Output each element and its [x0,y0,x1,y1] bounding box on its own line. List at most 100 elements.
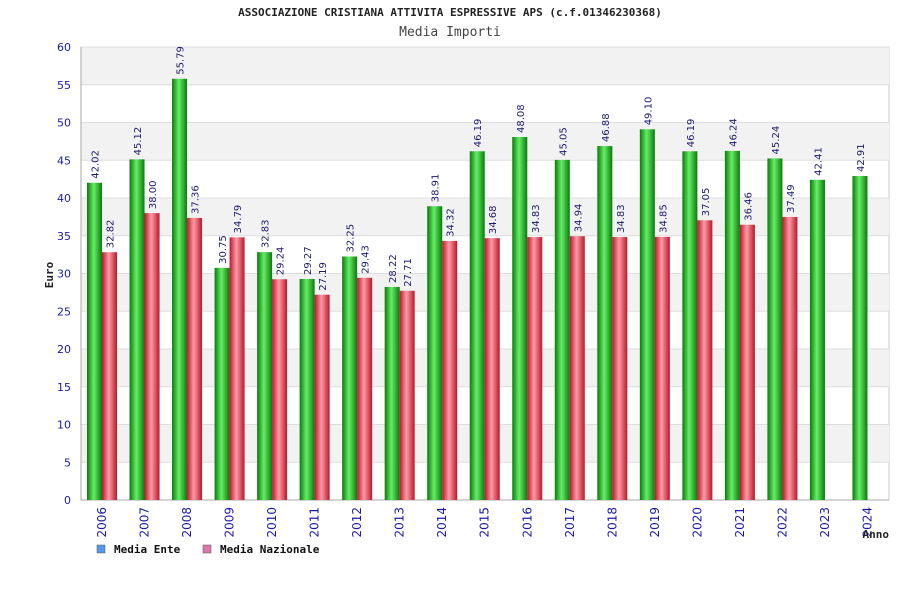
y-tick-label: 55 [57,79,71,92]
bar-ente-2011 [299,279,315,500]
value-label: 36.46 [743,192,754,221]
bar-nazionale-2012 [357,277,373,500]
y-tick-label: 15 [57,381,71,394]
bar-ente-2015 [469,151,485,500]
chart-subtitle: Media Importi [399,25,501,40]
bar-ente-2009 [214,267,230,500]
y-tick-label: 5 [64,456,71,469]
bar-ente-2012 [342,256,358,500]
bar-ente-2014 [427,206,443,501]
y-tick-label: 20 [57,343,71,356]
bar-ente-2023 [809,179,825,500]
value-label: 32.83 [261,219,272,248]
value-label: 46.88 [601,113,612,142]
y-tick-label: 30 [57,268,71,281]
value-label: 45.24 [771,126,782,155]
value-label: 34.32 [446,208,457,237]
x-axis-label: Anno [863,528,890,541]
x-tick-label: 2020 [690,507,704,538]
value-label: 37.49 [786,184,797,213]
x-tick-label: 2006 [95,507,109,538]
x-tick-label: 2008 [180,507,194,538]
value-label: 29.27 [303,246,314,275]
bar-ente-2018 [597,146,613,500]
value-label: 45.12 [133,127,144,156]
bar-nazionale-2018 [612,237,628,500]
value-label: 29.43 [361,245,372,274]
x-tick-label: 2022 [775,507,789,538]
value-label: 42.41 [813,147,824,176]
bar-ente-2007 [129,159,145,500]
value-label: 37.36 [191,185,202,214]
y-tick-label: 10 [57,419,71,432]
value-labels: 42.02 32.82 45.12 38.00 55.79 37.36 30.75 34.79… [91,46,867,291]
x-axis-ticks: 2006 2007 2008 2009 2010 2011 2012 2013 2014 2015… [95,507,874,538]
bar-nazionale-2013 [399,290,415,500]
bar-nazionale-2021 [739,224,755,501]
value-label: 34.83 [616,204,627,233]
y-axis-label: Euro [43,261,56,288]
y-tick-label: 60 [57,41,71,54]
value-label: 49.10 [643,97,654,126]
y-tick-label: 50 [57,117,71,130]
bar-ente-2020 [682,151,698,500]
value-label: 38.00 [148,180,159,209]
x-tick-label: 2007 [138,507,152,538]
x-tick-label: 2016 [520,507,534,538]
value-label: 32.25 [346,224,357,253]
x-tick-label: 2023 [818,507,832,538]
value-label: 42.91 [856,143,867,172]
bar-nazionale-2016 [527,237,543,500]
value-label: 46.24 [728,118,739,147]
bar-nazionale-2007 [144,213,160,500]
value-label: 27.71 [403,258,414,287]
bar-nazionale-2011 [314,294,330,500]
value-label: 34.79 [233,205,244,234]
bar-ente-2021 [724,150,740,500]
y-tick-label: 25 [57,305,71,318]
bar-ente-2006 [87,182,102,500]
value-label: 34.83 [531,204,542,233]
bar-nazionale-2019 [654,236,670,500]
value-label: 38.91 [431,174,442,203]
x-tick-label: 2015 [478,507,492,538]
bar-nazionale-2017 [569,236,585,500]
value-label: 46.19 [473,119,484,148]
value-label: 45.05 [558,127,569,156]
chart-title: ASSOCIAZIONE CRISTIANA ATTIVITA ESPRESSI… [238,6,662,19]
bar-ente-2024 [852,176,868,501]
y-tick-label: 40 [57,192,71,205]
bar-ente-2017 [554,159,570,500]
y-axis-ticks: 0 5 10 15 20 25 30 35 40 45 50 55 60 [57,41,71,507]
x-tick-label: 2009 [223,507,237,538]
x-tick-label: 2011 [308,507,322,538]
bar-nazionale-2008 [187,217,203,500]
bar-ente-2010 [257,252,273,500]
legend-swatch [202,544,212,554]
legend-label: Media Nazionale [220,543,320,556]
x-tick-label: 2018 [605,507,619,538]
bar-nazionale-2015 [484,238,500,500]
value-label: 55.79 [176,46,187,75]
grid-band [81,47,889,85]
value-label: 48.08 [516,104,527,133]
y-tick-label: 35 [57,230,71,243]
x-tick-label: 2021 [733,507,747,538]
value-label: 37.05 [701,188,712,217]
value-label: 34.94 [573,204,584,233]
value-label: 34.85 [658,204,669,233]
value-label: 30.75 [218,235,229,264]
bar-ente-2016 [512,136,528,500]
bar-nazionale-2014 [442,240,458,500]
grid-band [81,122,889,161]
x-tick-label: 2017 [563,507,577,538]
x-tick-label: 2013 [393,507,407,538]
x-tick-label: 2024 [860,507,874,538]
value-label: 28.22 [388,254,399,283]
x-tick-label: 2014 [435,507,449,538]
bar-nazionale-2022 [782,216,798,500]
legend-swatch [96,544,106,554]
x-tick-label: 2012 [350,507,364,538]
bar-nazionale-2010 [272,279,288,500]
